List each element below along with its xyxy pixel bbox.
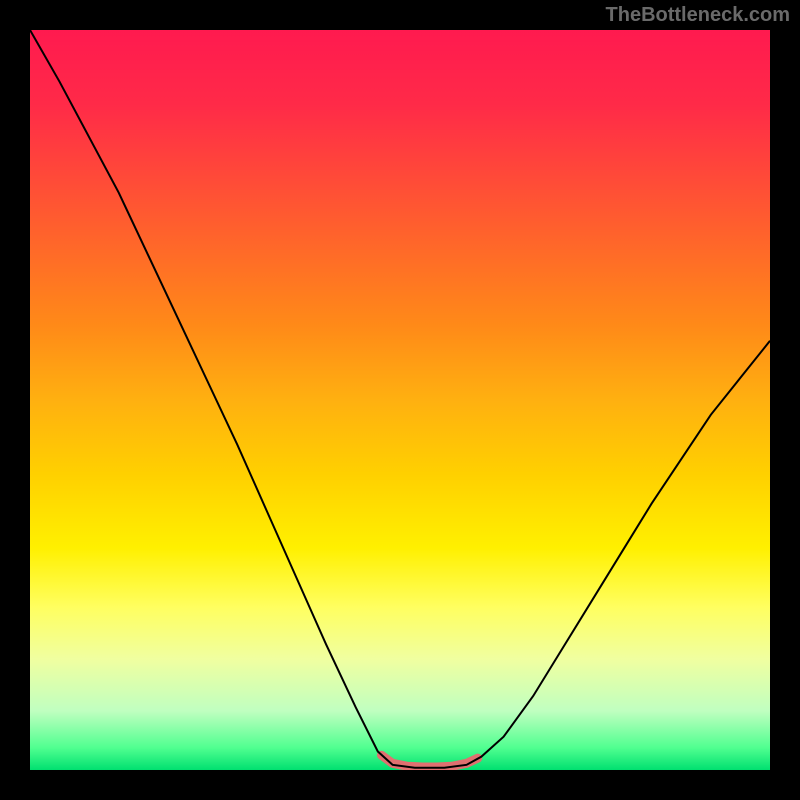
chart-svg — [30, 30, 770, 770]
plot-area — [30, 30, 770, 770]
watermark-text: TheBottleneck.com — [606, 4, 790, 27]
chart-background — [30, 30, 770, 770]
chart-frame: TheBottleneck.com — [0, 0, 800, 800]
